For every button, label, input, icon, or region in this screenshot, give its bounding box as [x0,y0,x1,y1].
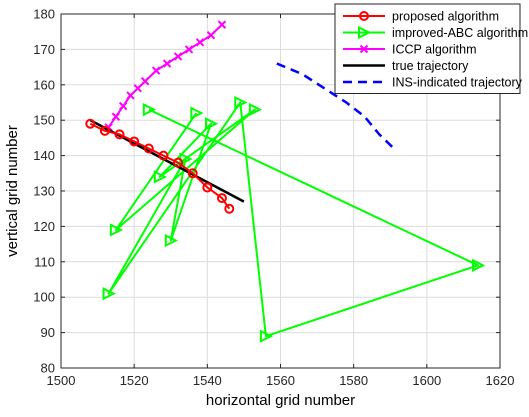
y-tick-label: 140 [33,148,55,163]
marker-stroke [133,84,143,93]
data-point [143,143,154,154]
data-point [142,102,157,117]
y-tick-label: 130 [33,184,55,199]
series-layer [85,20,486,343]
legend-label: INS-indicated trajectory [392,76,523,90]
data-point [259,329,274,343]
y-tick-label: 180 [33,7,55,22]
legend-marker [358,25,372,40]
data-point [164,233,178,248]
y-tick-label: 80 [41,361,55,376]
x-axis-label: horizontal grid number [206,392,355,409]
data-point [224,203,235,214]
data-point [158,150,169,161]
y-tick-label: 120 [33,219,55,234]
y-axis-label: vertical grid number [4,125,21,257]
data-point [216,193,227,204]
marker-stroke [151,66,161,75]
series-line [107,101,480,338]
x-tick-label: 1600 [412,373,441,388]
data-point [190,106,204,120]
series-iccp-algorithm [104,20,227,132]
data-point [206,31,216,40]
data-point [151,66,161,75]
legend-marker [359,44,369,54]
data-point [184,45,194,54]
data-point [204,117,219,131]
legend-item: INS-indicated trajectory [343,76,523,90]
marker-stroke [140,77,150,86]
marker-stroke [126,91,135,100]
data-point [153,170,168,184]
data-point [99,125,110,136]
data-point [162,59,172,68]
legend-marker [359,11,369,21]
series-line [276,62,395,150]
series-line [107,23,223,128]
x-tick-label: 1580 [339,373,368,388]
data-point [140,77,150,86]
x-tick-label: 1500 [47,373,76,388]
data-point [109,223,124,237]
data-point [472,258,486,272]
marker-stroke [162,59,172,68]
marker-stroke [184,45,194,54]
marker-stroke [195,38,205,47]
x-tick-label: 1620 [486,373,515,388]
marker-stroke [111,112,121,121]
y-tick-label: 110 [34,254,55,269]
data-point [133,84,143,93]
legend-label: true trajectory [392,59,469,73]
x-tick-label: 1520 [120,373,149,388]
x-tick-label: 1540 [193,373,222,388]
legend-items: proposed algorithm improved-ABC algorithm… [343,10,528,90]
data-point [195,38,205,47]
axis-ticks: 1500 1520 1540 1560 1580 1600 1620 80 90 100 110 12… [33,7,514,389]
y-tick-label: 170 [33,42,55,57]
series-ins-indicated-trajectory [276,62,395,150]
legend-item: ICCP algorithm [343,43,477,57]
data-point [173,52,183,61]
data-point [126,91,135,100]
legend-item: true trajectory [343,59,469,73]
legend-label: improved-ABC algorithm [392,26,528,40]
data-point [173,157,184,168]
data-point [111,112,121,121]
marker-stroke [173,52,183,61]
data-point [129,136,140,147]
series-proposed-algorithm [85,118,235,214]
y-tick-label: 90 [41,325,55,340]
data-point [248,102,263,117]
legend-label: proposed algorithm [392,10,499,24]
marker-stroke [206,31,216,40]
marker-stroke [118,101,128,111]
data-point [234,95,248,110]
legend-label: ICCP algorithm [392,43,477,57]
legend: proposed algorithm improved-ABC algorithm… [334,3,528,94]
x-tick-label: 1560 [266,373,295,388]
legend-item: improved-ABC algorithm [343,25,528,40]
marker-stroke [359,44,369,54]
data-point [217,20,227,29]
data-point [85,118,96,129]
y-tick-label: 100 [33,290,55,305]
data-point [202,182,213,193]
data-point [114,129,125,140]
series-improved-abc-algorithm [102,95,486,343]
marker-stroke [217,20,227,29]
data-point [187,168,198,179]
y-tick-label: 160 [33,77,55,92]
data-point [102,287,116,301]
series-line [89,122,231,210]
legend-item: proposed algorithm [343,10,499,24]
data-point [118,101,128,111]
y-tick-label: 150 [33,113,55,128]
